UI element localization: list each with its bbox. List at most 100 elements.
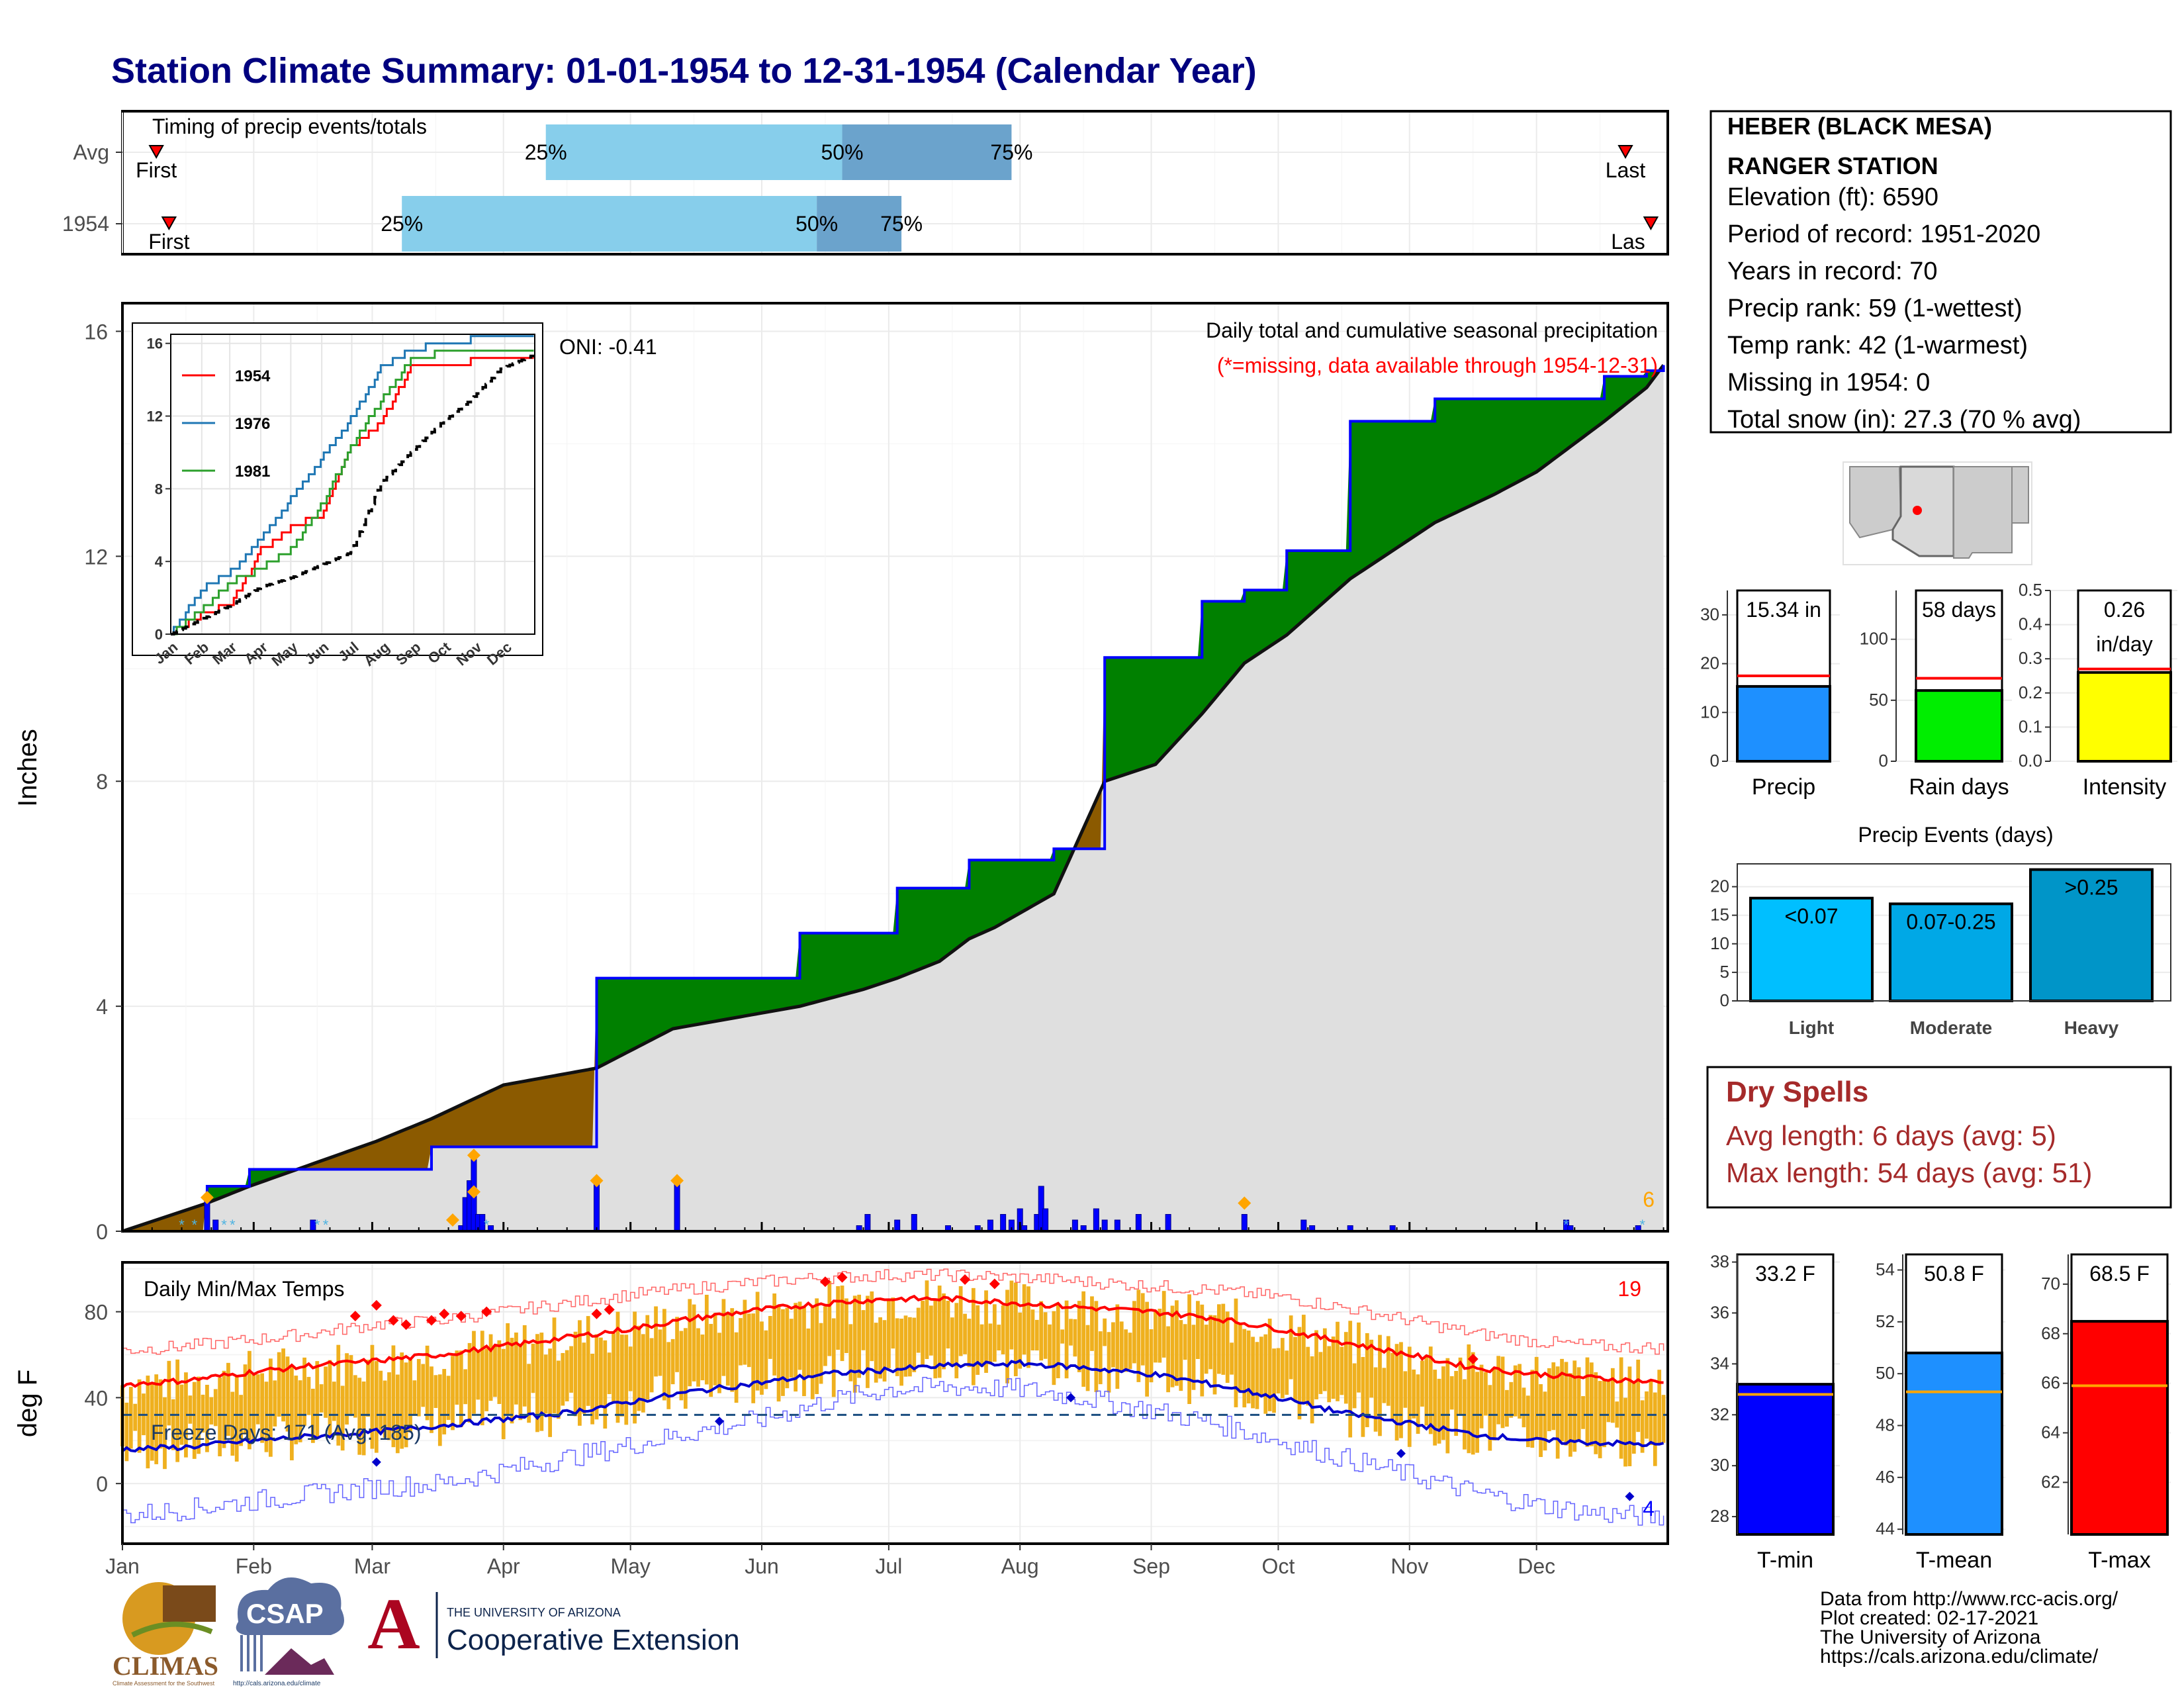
inset-y-tick-label: 4 — [155, 553, 163, 570]
temp-x-tick-label: Sep — [1132, 1554, 1170, 1578]
snow-marker: * — [179, 1217, 185, 1233]
temp-daily-range-bar — [1653, 1392, 1657, 1466]
temp-daily-range-bar — [255, 1374, 260, 1425]
temp-x-tick-label: Jun — [745, 1554, 779, 1578]
above-average-area — [596, 847, 1075, 1068]
temp-daily-range-bar — [827, 1281, 832, 1356]
record-high-marker — [349, 1311, 361, 1322]
first-event-marker — [161, 216, 177, 231]
temp-daily-range-bar — [1492, 1369, 1496, 1440]
station-elevation: Elevation (ft): 6590 — [1727, 183, 1938, 211]
temp-daily-range-bar — [1581, 1396, 1585, 1429]
temp-daily-range-bar — [768, 1316, 772, 1359]
temp-daily-range-bar — [1361, 1356, 1365, 1437]
heavy-event-marker — [467, 1149, 480, 1162]
csap-logo-text: CSAP — [246, 1598, 324, 1629]
summary-value-label: 50.8 F — [1924, 1262, 1984, 1286]
temp-daily-range-bar — [730, 1308, 735, 1392]
heavy-event-marker — [445, 1213, 459, 1227]
temp-daily-range-bar — [1161, 1291, 1166, 1358]
temp-daily-range-bar — [269, 1358, 273, 1457]
first-event-marker — [148, 145, 164, 160]
record-low-marker — [715, 1417, 725, 1427]
below-average-area — [126, 1186, 207, 1231]
heavy-event-marker — [200, 1191, 214, 1205]
temp-daily-range-bar — [251, 1374, 256, 1441]
temp-daily-range-bar — [658, 1329, 662, 1376]
precip-areas — [122, 363, 1665, 1233]
temp-daily-range-bar — [1052, 1311, 1056, 1385]
timing-row-label: 1954 — [62, 212, 109, 236]
temp-daily-range-bar — [497, 1340, 502, 1404]
temp-x-tick-label: Oct — [1262, 1554, 1295, 1578]
temp-daily-range-bar — [1267, 1319, 1272, 1411]
temp-daily-range-bar — [607, 1352, 612, 1395]
summary-bar-tick-label: 0 — [1879, 751, 1888, 771]
csap-cloud — [236, 1577, 344, 1635]
temp-daily-range-bar — [971, 1288, 976, 1385]
temp-daily-range-bar — [201, 1394, 205, 1433]
temp-daily-range-bar — [633, 1311, 637, 1424]
temp-daily-range-bar — [1606, 1380, 1611, 1423]
inset-y-tick-label: 16 — [147, 336, 163, 352]
record-high-marker — [481, 1306, 492, 1317]
summary-bar-tick-label: 0.4 — [2019, 614, 2042, 634]
temp-daily-range-bar — [1484, 1372, 1488, 1416]
station-period: Period of record: 1951-2020 — [1727, 220, 2040, 248]
temp-daily-range-bar — [332, 1382, 336, 1421]
temp-daily-range-bar — [1073, 1319, 1077, 1357]
temp-daily-range-bar — [197, 1376, 201, 1454]
station-missing: Missing in 1954: 0 — [1727, 369, 1930, 397]
events-category-label: Heavy — [2064, 1017, 2119, 1038]
temp-daily-range-bar — [535, 1334, 539, 1432]
temp-daily-range-bar — [451, 1356, 455, 1430]
temp-daily-range-bar — [1103, 1318, 1107, 1346]
temp-daily-range-bar — [675, 1317, 679, 1372]
temp-daily-range-bar — [163, 1397, 167, 1470]
temp-daily-range-bar — [340, 1385, 345, 1451]
inset-series-line — [171, 350, 534, 635]
record-high-marker — [604, 1304, 615, 1315]
events-category-label: Light — [1789, 1017, 1834, 1038]
snow-marker: * — [314, 1217, 320, 1233]
temp-x-tick-label: Feb — [236, 1554, 272, 1578]
csap-mountain — [265, 1648, 334, 1675]
temp-daily-range-bar — [437, 1374, 442, 1446]
temp-daily-range-bar — [154, 1374, 159, 1464]
timing-bar-q25-q50 — [545, 124, 842, 180]
temp-daily-range-bar — [472, 1331, 476, 1414]
precip-y-tick-label: 16 — [84, 320, 108, 344]
temp-daily-range-bar — [1306, 1346, 1310, 1406]
temp-daily-range-bar — [713, 1313, 717, 1385]
temp-daily-range-bar — [785, 1307, 790, 1389]
summary-value-bar — [1905, 1351, 2003, 1536]
timing-q50-label: 50% — [821, 140, 864, 164]
temp-daily-range-bar — [463, 1369, 468, 1405]
temp-daily-range-bar — [1124, 1329, 1128, 1372]
temp-daily-range-bar — [1416, 1374, 1420, 1434]
temp-daily-range-bar — [167, 1360, 171, 1426]
temp-daily-range-bar — [285, 1356, 290, 1432]
temp-daily-range-bar — [1412, 1369, 1416, 1419]
temp-daily-range-bar — [1640, 1400, 1645, 1453]
temp-daily-range-bar — [281, 1348, 285, 1422]
summary-value-label: 0.26 — [2104, 598, 2145, 622]
tmin-record-line — [122, 1376, 1664, 1526]
temp-daily-range-bar — [561, 1352, 565, 1406]
summary-category-label: T-min — [1757, 1548, 1813, 1573]
temp-daily-range-bar — [1238, 1324, 1242, 1393]
temp-daily-range-bar — [692, 1304, 696, 1382]
temp-daily-range-bar — [1175, 1300, 1179, 1386]
temp-daily-range-bar — [912, 1317, 917, 1372]
daily-precip-bar — [1093, 1208, 1099, 1232]
events-bar — [1749, 896, 1874, 1002]
temp-daily-range-bar — [1056, 1305, 1060, 1379]
temp-daily-range-bar — [1373, 1367, 1378, 1432]
temp-daily-range-bar — [1661, 1395, 1666, 1443]
temp-daily-range-bar — [192, 1382, 197, 1459]
temp-daily-bars — [120, 1280, 1666, 1470]
ua-cooperative-extension-logo: A THE UNIVERSITY OF ARIZONA Cooperative … — [361, 1583, 740, 1664]
temp-daily-range-bar — [573, 1331, 578, 1417]
summary-bar-tick-label: 30 — [1710, 1455, 1729, 1475]
